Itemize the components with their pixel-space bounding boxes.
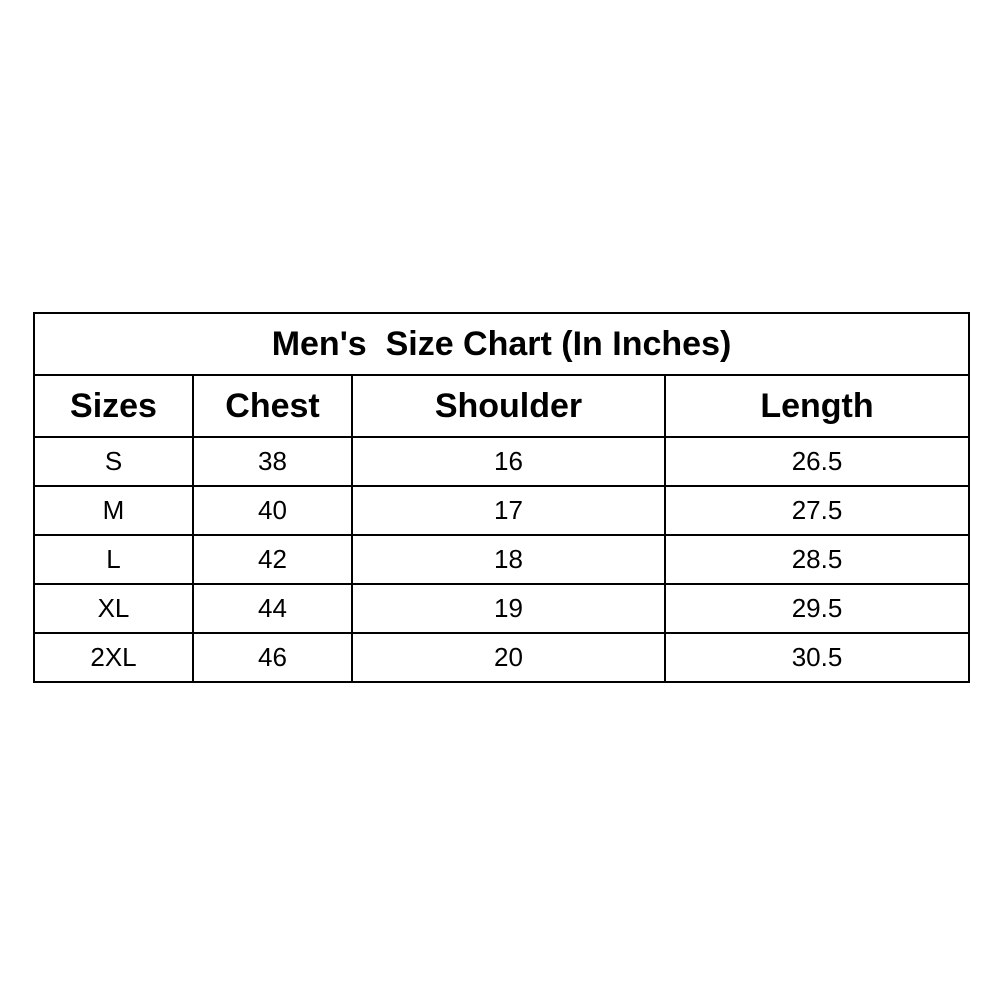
table-row: M 40 17 27.5 (33, 485, 970, 536)
cell-size: L (33, 534, 194, 585)
table-row: 2XL 46 20 30.5 (33, 632, 970, 683)
header-length: Length (664, 374, 970, 438)
table-title: Men's Size Chart (In Inches) (33, 312, 970, 376)
cell-size: 2XL (33, 632, 194, 683)
header-shoulder: Shoulder (351, 374, 666, 438)
cell-shoulder: 17 (351, 485, 666, 536)
cell-shoulder: 20 (351, 632, 666, 683)
header-chest: Chest (192, 374, 353, 438)
header-sizes: Sizes (33, 374, 194, 438)
header-row: Sizes Chest Shoulder Length (33, 374, 970, 438)
cell-chest: 38 (192, 436, 353, 487)
cell-chest: 44 (192, 583, 353, 634)
cell-length: 26.5 (664, 436, 970, 487)
size-chart-table: Men's Size Chart (In Inches) Sizes Chest… (33, 312, 970, 683)
cell-length: 27.5 (664, 485, 970, 536)
cell-shoulder: 19 (351, 583, 666, 634)
cell-length: 29.5 (664, 583, 970, 634)
cell-size: S (33, 436, 194, 487)
cell-size: M (33, 485, 194, 536)
cell-shoulder: 16 (351, 436, 666, 487)
title-row: Men's Size Chart (In Inches) (33, 312, 970, 376)
cell-shoulder: 18 (351, 534, 666, 585)
cell-size: XL (33, 583, 194, 634)
cell-chest: 46 (192, 632, 353, 683)
table-row: XL 44 19 29.5 (33, 583, 970, 634)
cell-length: 30.5 (664, 632, 970, 683)
table-row: S 38 16 26.5 (33, 436, 970, 487)
table-row: L 42 18 28.5 (33, 534, 970, 585)
cell-chest: 40 (192, 485, 353, 536)
cell-length: 28.5 (664, 534, 970, 585)
cell-chest: 42 (192, 534, 353, 585)
